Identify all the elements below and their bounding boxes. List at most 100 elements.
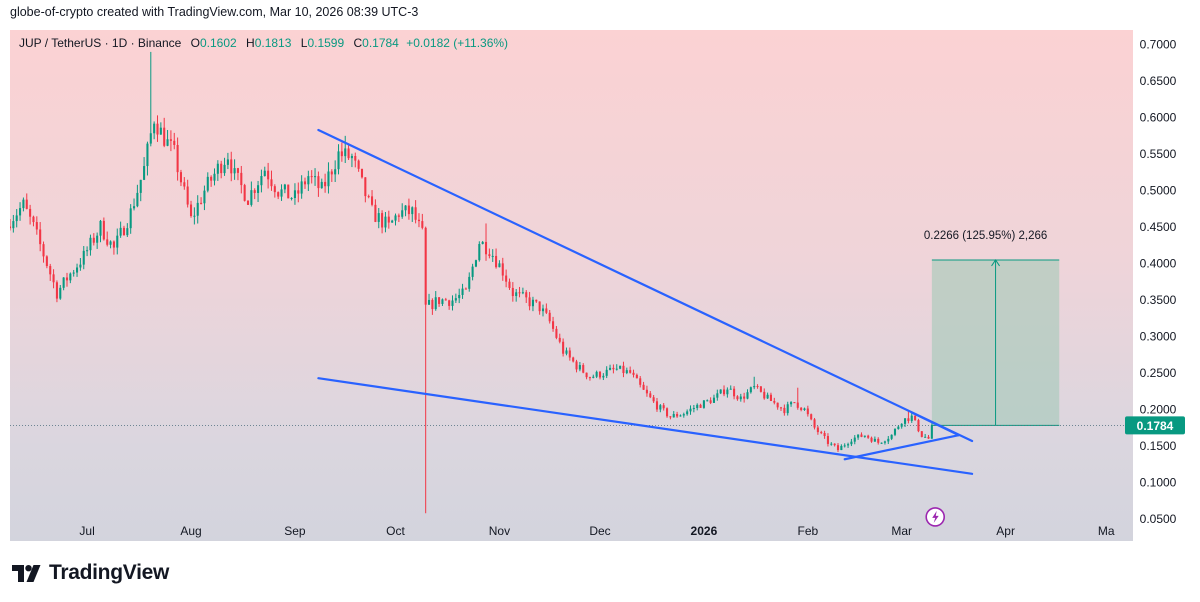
candle-body [263, 170, 266, 177]
candle-body [444, 299, 447, 301]
candle-body [800, 407, 803, 410]
candle-body [840, 445, 843, 451]
candle-body [223, 164, 226, 174]
candle-body [555, 328, 558, 338]
candle-body [853, 437, 856, 442]
candle-body [900, 423, 903, 427]
candle-body [779, 407, 783, 409]
x-tick-label: Aug [180, 524, 201, 538]
candle-body [283, 184, 286, 190]
candle-body [203, 190, 206, 204]
candle-body [625, 370, 628, 374]
candle-body [320, 181, 323, 189]
candle-body [367, 196, 370, 198]
x-tick-label: 2026 [691, 524, 718, 538]
candle-body [904, 418, 907, 424]
y-tick-label: 0.5000 [1140, 184, 1177, 198]
x-tick-label: Feb [797, 524, 818, 538]
candle-body [756, 386, 759, 388]
candle-body [609, 367, 612, 370]
candle-body [478, 243, 481, 261]
tradingview-logo-icon [12, 564, 41, 582]
candle-body [468, 276, 471, 289]
candle-body [112, 241, 115, 248]
open-label: O [190, 36, 200, 50]
candle-body [253, 190, 256, 193]
candle-body [441, 299, 444, 304]
candle-body [119, 227, 122, 236]
candle-body [642, 384, 645, 390]
candle-body [649, 393, 652, 398]
candle-body [877, 438, 880, 443]
candle-body [588, 377, 591, 379]
candle-body [156, 123, 159, 135]
candle-body [96, 235, 99, 243]
candle-body [354, 155, 357, 161]
candle-body [773, 401, 776, 403]
measure-arrow-head [991, 259, 1000, 267]
candle-body [364, 177, 367, 197]
candlestick-chart[interactable]: 0.2266 (125.95%) 2,266 Jul Aug Sep Oct Nov Dec… [10, 30, 1133, 541]
candle-body [793, 402, 796, 404]
candle-body [545, 308, 548, 313]
candle-body [813, 419, 816, 428]
high-value: 0.1813 [254, 36, 292, 50]
x-tick-label: Nov [489, 524, 510, 538]
candle-body [531, 299, 534, 307]
y-tick-label: 0.5500 [1140, 147, 1177, 161]
candle-body [297, 190, 300, 194]
x-tick-label: Oct [386, 524, 405, 538]
candle-body [592, 376, 595, 378]
candle-body [488, 254, 491, 256]
lightning-icon-bolt [932, 510, 939, 523]
candle-body [52, 274, 55, 283]
candle-body [893, 429, 897, 435]
candle-body [464, 288, 467, 290]
candle-body [310, 176, 313, 178]
candle-body [776, 402, 779, 408]
candle-body [451, 300, 454, 306]
candle-body [632, 372, 635, 375]
candle-body [89, 237, 92, 251]
candle-body [860, 434, 863, 437]
candle-body [32, 216, 35, 223]
candle-body [371, 196, 374, 205]
candle-body [76, 267, 79, 273]
candle-body [863, 435, 866, 437]
candle-body [92, 237, 95, 243]
candle-body [619, 365, 622, 369]
candle-body [404, 205, 407, 211]
candle-body [521, 292, 524, 294]
candle-body [257, 185, 260, 193]
candle-body [639, 378, 642, 385]
candle-body [706, 400, 709, 402]
candle-body [803, 408, 806, 410]
candle-body [166, 139, 169, 146]
candle-body [873, 438, 876, 442]
candle-body [833, 443, 836, 446]
candle-body [300, 181, 303, 194]
candle-body [293, 190, 296, 198]
price-axis-svg: 0.7000 0.6500 0.6000 0.5500 0.5000 0.4500 0.40… [1125, 38, 1185, 526]
candle-body [672, 414, 675, 418]
price-axis[interactable]: 0.7000 0.6500 0.6000 0.5500 0.5000 0.4500 0.40… [1123, 30, 1190, 541]
chart-frame[interactable]: 0.2266 (125.95%) 2,266 Jul Aug Sep Oct Nov Dec… [10, 30, 1133, 541]
candle-body [12, 221, 15, 229]
candle-body [317, 176, 320, 189]
candle-body [79, 264, 82, 268]
last-price-label: 0.1784 [1137, 419, 1174, 433]
candle-body [753, 386, 756, 388]
candle-body [230, 159, 233, 174]
candle-body [796, 402, 799, 408]
candle-body [595, 371, 598, 377]
candle-body [562, 341, 565, 354]
candle-body [337, 151, 340, 170]
candle-body [927, 436, 930, 439]
trendline-lower [317, 377, 974, 475]
candle-body [163, 127, 166, 146]
candle-body [86, 250, 89, 252]
candle-body [29, 208, 32, 217]
candle-body [421, 221, 424, 228]
candle-body [169, 139, 172, 141]
candle-body [930, 425, 933, 439]
